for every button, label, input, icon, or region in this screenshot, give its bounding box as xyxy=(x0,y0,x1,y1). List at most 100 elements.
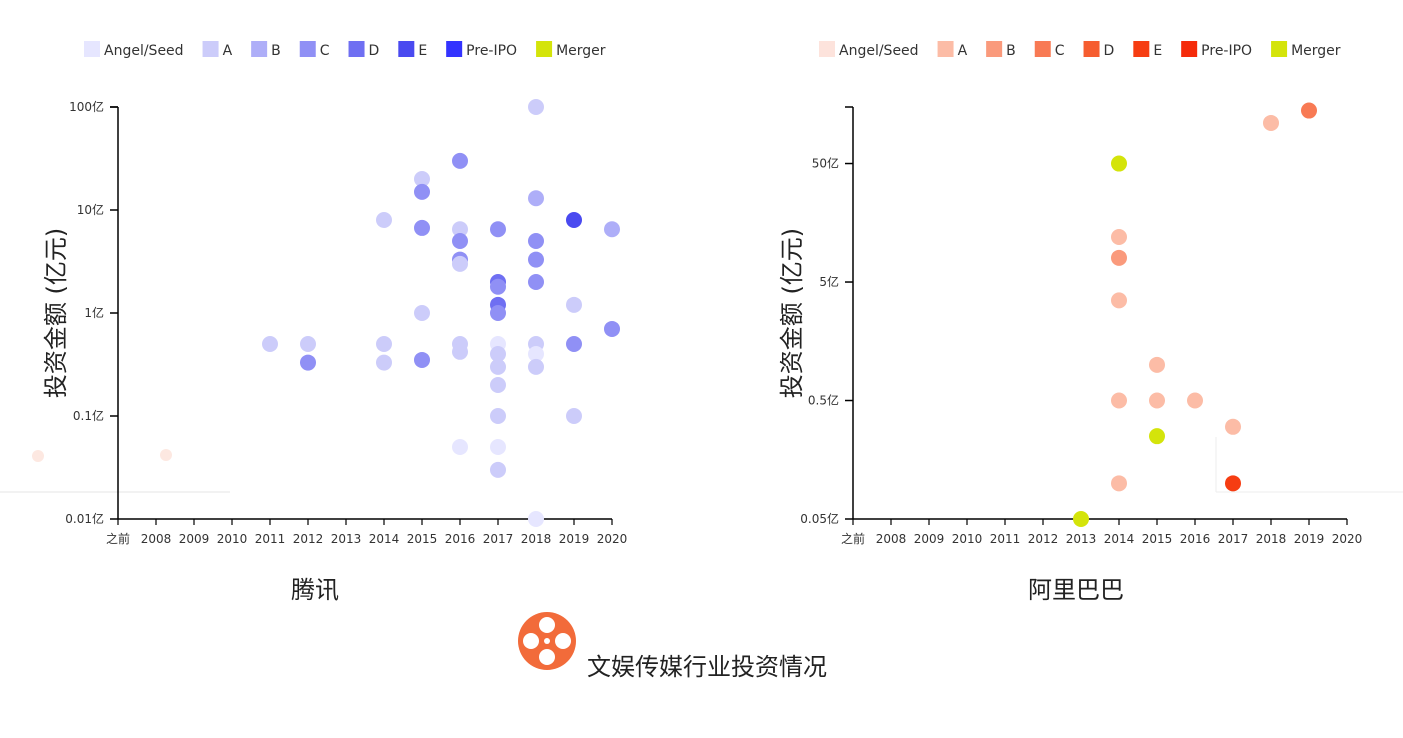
legend-swatch xyxy=(299,41,316,57)
ghost-remnant-left xyxy=(0,449,230,493)
data-point xyxy=(528,99,544,115)
x-tick-label: 2017 xyxy=(1218,532,1249,546)
chart-title: 腾讯 xyxy=(291,576,339,604)
data-point xyxy=(1149,392,1165,409)
data-point xyxy=(1187,392,1203,409)
data-point xyxy=(452,233,468,250)
legend-item: Angel/Seed xyxy=(84,41,184,59)
legend-item: Pre-IPO xyxy=(446,41,517,59)
legend-label: Angel/Seed xyxy=(839,43,919,59)
legend-label: A xyxy=(958,43,968,59)
footer: 文娱传媒行业投资情况 xyxy=(518,612,827,681)
data-point xyxy=(1073,511,1089,527)
chart-alibaba: Angel/Seed A B C D E Pre-IPO Merger 0.05亿 0.5亿 5亿 5… xyxy=(778,41,1362,604)
x-tick-label: 之前 xyxy=(841,531,865,546)
x-tick-label: 2010 xyxy=(217,532,248,546)
legend-item: D xyxy=(1083,41,1115,59)
data-point xyxy=(452,221,468,238)
legend-label: B xyxy=(271,43,281,59)
x-tick-label: 2008 xyxy=(876,532,907,546)
legend-label: C xyxy=(1055,43,1065,59)
x-tick-label: 2009 xyxy=(179,532,210,546)
ghost-remnant-right xyxy=(1215,437,1403,493)
data-point xyxy=(528,511,544,527)
data-point xyxy=(490,278,506,295)
data-point xyxy=(414,183,430,200)
data-point xyxy=(566,296,582,313)
legend-swatch xyxy=(202,41,219,57)
data-point xyxy=(528,251,544,268)
x-tick-label: 2015 xyxy=(407,532,438,546)
legend-label: D xyxy=(369,43,380,59)
y-tick-label: 100亿 xyxy=(69,99,104,114)
legend-item: Angel/Seed xyxy=(819,41,919,59)
data-point xyxy=(490,408,506,424)
x-tick-label: 2020 xyxy=(597,532,628,546)
data-point xyxy=(604,221,620,238)
ghost-point xyxy=(160,449,172,461)
legend-label: A xyxy=(223,43,233,59)
data-point xyxy=(1111,475,1127,492)
data-point xyxy=(566,336,582,353)
x-tick-label: 2019 xyxy=(1294,532,1325,546)
x-tick-label: 2011 xyxy=(990,532,1021,546)
y-tick-label: 50亿 xyxy=(812,156,839,171)
legend-label: Pre-IPO xyxy=(1201,43,1252,59)
legend-item: Merger xyxy=(536,41,606,59)
legend-label: E xyxy=(1153,43,1162,59)
legend-label: Merger xyxy=(1291,43,1341,59)
data-point xyxy=(1111,155,1127,172)
data-point xyxy=(1263,114,1279,131)
data-point xyxy=(452,255,468,272)
legend-swatch xyxy=(446,41,463,57)
data-point xyxy=(490,305,506,321)
y-axis-title: 投资金额 (亿元) xyxy=(42,228,70,398)
data-point xyxy=(376,211,392,228)
x-tick-label: 2014 xyxy=(369,532,400,546)
x-tick-label: 2020 xyxy=(1332,532,1363,546)
x-tick-label: 2010 xyxy=(952,532,983,546)
x-tick-label: 2016 xyxy=(445,532,476,546)
y-tick-label: 0.05亿 xyxy=(800,511,839,526)
legend-item: E xyxy=(398,41,427,59)
x-tick-label: 2015 xyxy=(1142,532,1173,546)
legend-swatch xyxy=(1083,41,1100,57)
chart-title: 阿里巴巴 xyxy=(1028,576,1124,604)
legend-label: Merger xyxy=(556,43,606,59)
x-tick-label: 之前 xyxy=(106,531,130,546)
x-tick-label: 2011 xyxy=(255,532,286,546)
legend-item: Merger xyxy=(1271,41,1341,59)
data-point xyxy=(414,305,430,321)
data-point xyxy=(490,439,506,456)
film-reel-icon xyxy=(518,612,576,670)
data-point xyxy=(1149,356,1165,373)
legend-swatch xyxy=(536,41,553,57)
legend-label: C xyxy=(320,43,330,59)
legend-item: B xyxy=(251,41,281,59)
y-tick-label: 0.01亿 xyxy=(65,511,104,526)
legend-swatch xyxy=(1271,41,1288,57)
x-tick-label: 2013 xyxy=(1066,532,1097,546)
x-tick-label: 2012 xyxy=(1028,532,1059,546)
legend-label: E xyxy=(418,43,427,59)
y-tick-label: 0.1亿 xyxy=(73,408,104,423)
x-tick-label: 2018 xyxy=(521,532,552,546)
x-tick-label: 2017 xyxy=(483,532,514,546)
data-point xyxy=(528,190,544,207)
legend-swatch xyxy=(986,41,1003,57)
legend-swatch xyxy=(398,41,415,57)
data-point xyxy=(528,233,544,250)
data-point xyxy=(1111,249,1127,266)
data-point xyxy=(1301,102,1317,119)
y-tick-label: 0.5亿 xyxy=(808,393,839,408)
legend-label: D xyxy=(1104,43,1115,59)
data-point xyxy=(376,336,392,353)
legend-label: Angel/Seed xyxy=(104,43,184,59)
data-point xyxy=(1111,292,1127,309)
data-point xyxy=(490,461,506,478)
data-point xyxy=(414,351,430,368)
data-point xyxy=(490,345,506,362)
legend-swatch xyxy=(937,41,954,57)
x-tick-label: 2019 xyxy=(559,532,590,546)
